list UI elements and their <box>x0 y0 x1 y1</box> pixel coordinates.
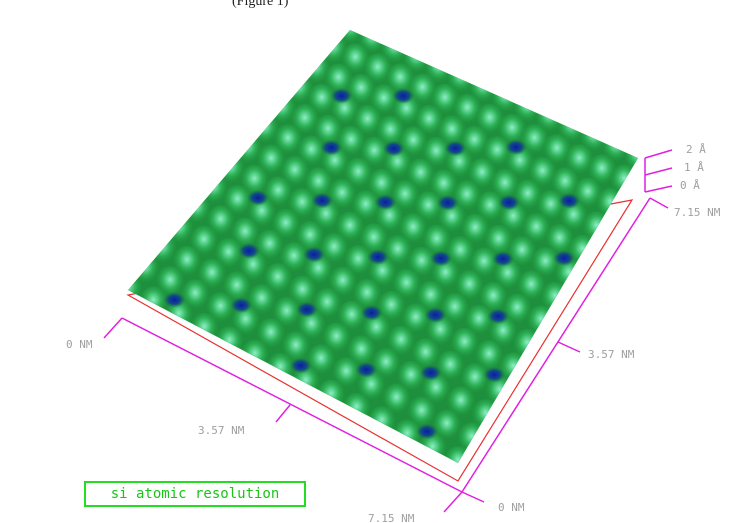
surface-pit <box>504 139 527 156</box>
atom-bump <box>265 352 296 387</box>
atom-bump <box>316 379 347 414</box>
atom-bump <box>239 339 270 374</box>
surface-pit <box>498 194 520 211</box>
y-axis-start-label: 0 NM <box>498 501 525 514</box>
surface-pit <box>382 140 405 157</box>
surface-pit <box>492 250 514 267</box>
top-text-fragment: (Figure 1) <box>232 0 289 9</box>
surface-pit <box>487 308 510 325</box>
surface-pit <box>360 304 383 321</box>
surface-pit <box>355 361 378 378</box>
surface-pit <box>367 249 389 265</box>
y-axis-mid-label: 3.57 NM <box>588 348 635 361</box>
surface-pit <box>374 194 397 211</box>
surface-pit <box>311 192 334 209</box>
surface-pit <box>424 307 447 323</box>
surface-pit <box>558 192 581 209</box>
surface-pit <box>303 246 325 263</box>
z-tick-1: 1 Å <box>684 161 704 174</box>
x-axis-end-label: 7.15 NM <box>368 512 415 523</box>
x-axis-mid-label: 3.57 NM <box>198 424 245 437</box>
caption-text: si atomic resolution <box>110 486 280 502</box>
surface-pit <box>330 87 353 104</box>
surface-pit <box>419 364 442 381</box>
atom-bump <box>366 406 397 441</box>
z-tick-2: 2 Å <box>686 143 706 156</box>
surface-pit <box>289 357 312 374</box>
surface <box>128 30 638 463</box>
surface-pit <box>230 297 253 314</box>
surface-pit <box>444 140 467 157</box>
caption-box: si atomic resolution <box>84 481 306 507</box>
surface-pit <box>163 291 186 308</box>
atom-bump <box>128 273 143 307</box>
surface-pit <box>553 250 576 267</box>
atom-bump <box>189 312 220 347</box>
surface-pit <box>246 189 269 206</box>
z-tick-0: 0 Å <box>680 179 700 192</box>
axes <box>103 149 673 513</box>
surface-pit <box>436 194 459 211</box>
x-axis-start-label: 0 NM <box>66 338 93 351</box>
atom-bump <box>341 392 372 427</box>
surface-pit <box>392 87 415 104</box>
surface-pit <box>430 250 452 267</box>
surface-pit <box>483 366 506 383</box>
y-axis-end-label: 7.15 NM <box>674 206 721 219</box>
surface-pit <box>320 139 343 156</box>
atom-bump <box>392 419 423 454</box>
surface-pit <box>295 301 318 318</box>
surface-pit <box>238 242 261 259</box>
surface-pit <box>416 423 438 440</box>
atom-bump <box>214 326 245 361</box>
